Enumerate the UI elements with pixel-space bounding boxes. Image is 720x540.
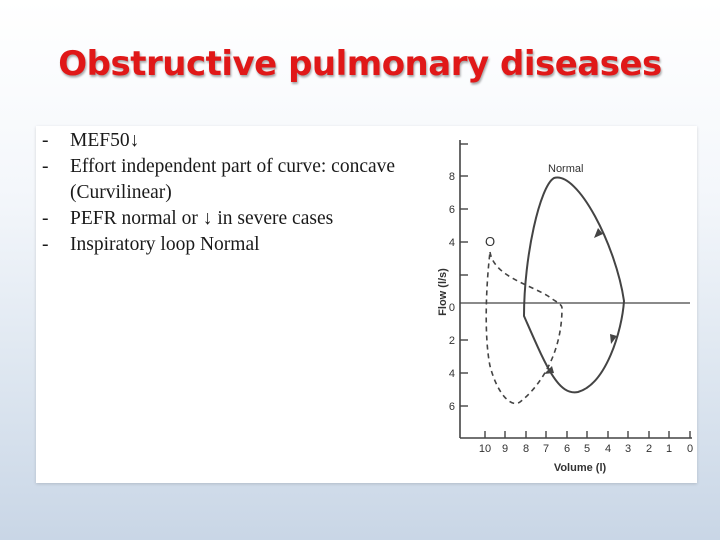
normal-loop-curve (522, 176, 626, 394)
x-tick-label: 9 (502, 443, 508, 455)
y-axis-label: Flow (l/s) (437, 268, 449, 316)
y-tick-label: 4 (449, 237, 455, 249)
x-tick-label: 10 (479, 443, 491, 455)
bullet-dash: - (42, 208, 49, 229)
normal-curve-label: Normal (548, 163, 583, 175)
x-axis-label: Volume (l) (554, 462, 607, 474)
bullet-list: - MEF50↓ - Effort independent part of cu… (42, 128, 426, 258)
arrow-icon (594, 228, 603, 238)
y-tick-label: 0 (449, 302, 455, 314)
bullet-text: MEF50↓ (70, 130, 140, 151)
x-tick-label: 5 (584, 443, 590, 455)
flow-volume-graph: 8 6 4 0 2 4 6 Flow (l/s) 10 9 8 7 6 5 4 … (428, 126, 697, 483)
bullet-text: Effort independent part of curve: concav… (70, 156, 396, 203)
bullet-text: Inspiratory loop Normal (70, 234, 260, 255)
x-tick-label: 4 (605, 443, 611, 455)
content-panel (36, 126, 697, 483)
y-tick-label: 4 (449, 368, 455, 380)
bullet-item-inspiratory: - Inspiratory loop Normal (42, 232, 426, 258)
flow-volume-svg: 8 6 4 0 2 4 6 Flow (l/s) 10 9 8 7 6 5 4 … (437, 140, 693, 474)
bullet-item-pefr: - PEFR normal or ↓ in severe cases (42, 206, 426, 232)
y-tick-marks (460, 143, 468, 407)
arrow-icon (610, 334, 617, 344)
x-tick-label: 3 (625, 443, 631, 455)
x-tick-label: 8 (523, 443, 529, 455)
x-tick-label: 1 (666, 443, 672, 455)
obstructive-curve-label: O (485, 234, 495, 249)
x-tick-marks (484, 431, 691, 438)
y-tick-label: 8 (449, 171, 455, 183)
obstructive-loop-curve (485, 251, 563, 405)
x-tick-label: 0 (687, 443, 693, 455)
x-tick-label: 2 (646, 443, 652, 455)
x-tick-label: 7 (543, 443, 549, 455)
bullet-dash: - (42, 130, 49, 151)
bullet-dash: - (42, 156, 49, 177)
y-tick-label: 6 (449, 204, 455, 216)
bullet-dash: - (42, 234, 49, 255)
bullet-item-mef50: - MEF50↓ (42, 128, 426, 154)
arrow-icon (544, 366, 554, 374)
y-tick-label: 6 (449, 401, 455, 413)
page-title: Obstructive pulmonary diseases (58, 44, 662, 84)
y-tick-label: 2 (449, 335, 455, 347)
bullet-text: PEFR normal or ↓ in severe cases (70, 208, 334, 229)
bullet-item-effort-independent: - Effort independent part of curve: conc… (42, 154, 426, 206)
x-tick-label: 6 (564, 443, 570, 455)
